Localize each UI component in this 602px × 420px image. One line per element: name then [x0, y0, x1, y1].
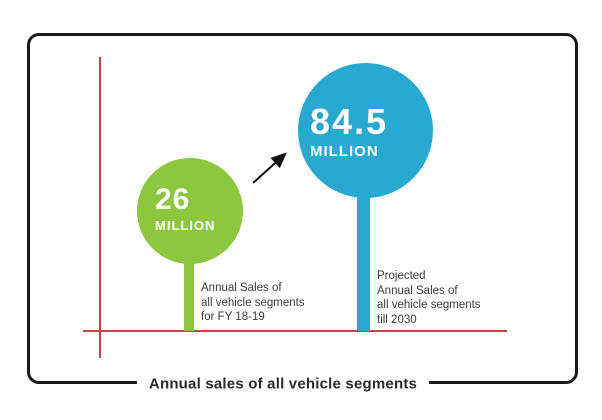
green-bubble-unit: MILLION	[155, 218, 216, 233]
green-desc-line-2: all vehicle segments	[201, 296, 305, 309]
green-lollipop-stem	[184, 258, 194, 331]
blue-bubble-value: 84.5	[310, 101, 389, 142]
x-axis-line	[83, 330, 507, 332]
blue-desc-line-4: till 2030	[377, 313, 417, 326]
green-bubble-value: 26	[155, 183, 191, 216]
blue-desc-line-3: all vehicle segments	[377, 299, 481, 311]
blue-series-description: Projected Annual Sales of all vehicle se…	[377, 269, 481, 327]
y-axis-line	[99, 57, 101, 358]
green-desc-line-1: Annual Sales of	[201, 282, 282, 294]
green-series-description: Annual Sales of all vehicle segments for…	[201, 281, 305, 325]
blue-desc-line-2: Annual Sales of	[377, 284, 458, 297]
blue-bubble-unit: MILLION	[310, 143, 379, 160]
blue-desc-line-1: Projected	[377, 270, 426, 282]
green-bubble-label: 26 MILLION	[155, 183, 216, 233]
green-bubble-fy1819	[137, 158, 243, 264]
green-desc-line-3: for FY 18-19	[201, 311, 265, 323]
blue-bubble-label: 84.5 MILLION	[310, 101, 389, 160]
chart-caption: Annual sales of all vehicle segments	[136, 375, 430, 393]
blue-bubble-2030	[298, 63, 433, 198]
blue-lollipop-stem	[357, 190, 370, 331]
growth-arrow-icon	[252, 152, 287, 184]
